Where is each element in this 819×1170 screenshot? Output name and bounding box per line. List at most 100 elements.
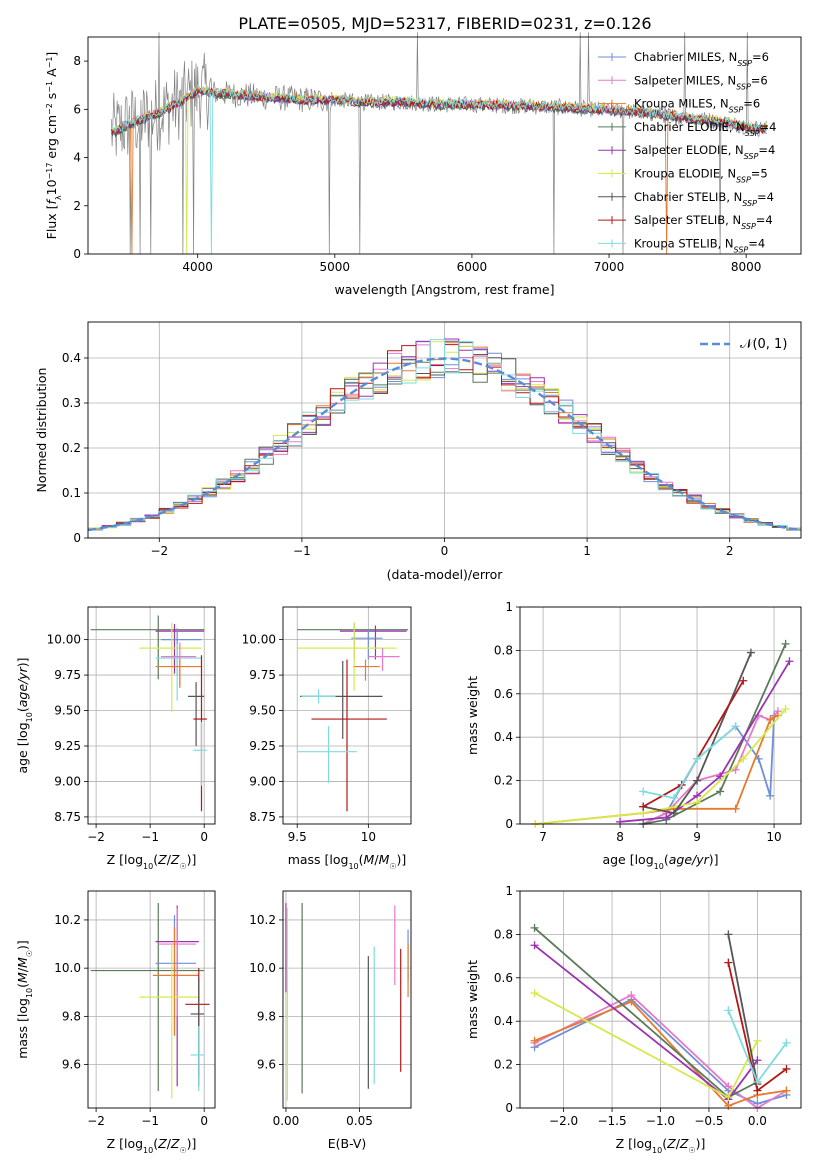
y-tick-label: 0.8 xyxy=(494,643,513,657)
error-bar-point xyxy=(155,624,205,674)
data-point-marker xyxy=(530,941,539,950)
y-axis-label: Flux [fλ10−17 erg cm−2 s−1 A−1] xyxy=(44,52,63,240)
data-point-marker xyxy=(753,1056,762,1065)
histogram-kroupa_stelib xyxy=(88,339,801,531)
y-axis-label: mass weight xyxy=(465,960,480,1039)
y-tick-label: 0.2 xyxy=(494,1058,513,1072)
axes-frame xyxy=(519,606,802,825)
y-tick-label: 9.75 xyxy=(54,668,81,682)
y-tick-label: 0 xyxy=(505,817,513,831)
error-bar-point xyxy=(190,1026,205,1092)
x-tick-label: 8000 xyxy=(731,260,762,274)
data-point-marker xyxy=(669,809,678,818)
y-tick-label: 0.6 xyxy=(494,971,513,985)
x-tick-label: −0.5 xyxy=(694,1114,723,1128)
error-bar-point xyxy=(160,628,202,676)
y-tick-label: 0.1 xyxy=(62,486,81,500)
y-tick-label: 0 xyxy=(505,1101,513,1115)
y-tick-label: 8 xyxy=(73,54,81,68)
axes-frame xyxy=(282,606,412,825)
x-tick-label: 9.5 xyxy=(288,830,307,844)
x-tick-label: −1.0 xyxy=(646,1114,675,1128)
data-point-marker xyxy=(781,704,790,713)
y-tick-label: 0.8 xyxy=(494,927,513,941)
x-tick-label: −1 xyxy=(141,1114,159,1128)
x-tick-label: −2 xyxy=(87,830,105,844)
data-point-marker xyxy=(724,958,733,967)
y-axis-label: Normed distribution xyxy=(34,368,49,493)
data-point-marker xyxy=(731,722,740,731)
x-tick-label: −2 xyxy=(150,544,168,558)
series-line xyxy=(642,715,775,825)
mass-weight-vs-age-panel: 7 8 9 10 0 0.2 0.4 0.6 0.8 1 mass weight age [log10… xyxy=(465,600,802,871)
x-tick-label: 2 xyxy=(726,544,734,558)
error-bar-point xyxy=(193,655,207,812)
y-tick-label: 8.75 xyxy=(54,810,81,824)
series-salpeter_elodie xyxy=(616,657,794,826)
y-tick-label: 0.2 xyxy=(494,774,513,788)
data-point-marker xyxy=(530,923,539,932)
series-kroupa_stelib xyxy=(639,722,740,802)
x-tick-label: −2 xyxy=(87,1114,105,1128)
axes-frame xyxy=(282,890,412,1109)
residuals-panel: −2 −1 0 1 2 0 0.1 0.2 0.3 0.4 𝒩(0, 1) (data-model)/… xyxy=(34,321,802,582)
data-point-marker xyxy=(639,802,648,811)
data-point-marker xyxy=(781,639,790,648)
axes-frame xyxy=(87,321,802,539)
data-point-marker xyxy=(724,1006,733,1015)
x-tick-label: 8 xyxy=(616,830,624,844)
data-point-marker xyxy=(753,1086,762,1095)
legend-label: Chabrier STELIB, NSSP=4 xyxy=(634,190,774,208)
mass-vs-ebv-panel: 0.00 0.05 9.6 9.8 10.0 10.2 E(B-V) xyxy=(249,890,412,1151)
data-point-marker xyxy=(616,817,625,826)
y-tick-label: 0.4 xyxy=(494,1014,513,1028)
y-axis-label: mass weight xyxy=(465,676,480,755)
axes-frame xyxy=(87,36,802,255)
age-vs-metallicity-panel: −2 −1 0 8.75 9.00 9.25 9.50 9.75 10.00 Z [log10(Z… xyxy=(15,606,216,871)
legend-label: 𝒩(0, 1) xyxy=(740,337,787,352)
error-bar-point xyxy=(311,659,387,812)
y-tick-label: 9.00 xyxy=(54,774,81,788)
x-tick-label: 0 xyxy=(441,544,449,558)
y-tick-label: 1 xyxy=(505,884,513,898)
error-bar-point xyxy=(301,689,336,704)
mass-vs-metallicity-panel: −2 −1 0 9.6 9.8 10.0 10.2 Z [log10(Z/Z☉)] mass [… xyxy=(15,890,216,1155)
model-spectrum-kroupa_stelib xyxy=(110,84,768,255)
error-bar-point xyxy=(339,625,407,660)
y-tick-label: 9.6 xyxy=(257,1058,276,1072)
mass-weight-vs-metallicity-panel: −2.0 −1.5 −1.0 −0.5 0.0 0 0.2 0.4 0.6 0.8 1 mass we… xyxy=(465,884,802,1155)
y-tick-label: 8.75 xyxy=(249,810,276,824)
series-salpeter_stelib xyxy=(724,958,791,1095)
data-point-marker xyxy=(724,1093,733,1102)
error-bar-point xyxy=(160,642,197,686)
y-tick-label: 9.50 xyxy=(249,704,276,718)
y-axis-label: age [log10(age/yr)] xyxy=(15,657,34,773)
series-line xyxy=(727,934,759,1085)
series-line xyxy=(535,714,779,825)
legend-label: Salpeter ELODIE, NSSP=4 xyxy=(634,143,775,161)
y-tick-label: 0.4 xyxy=(494,730,513,744)
y-tick-label: 10.0 xyxy=(54,961,81,975)
legend-label: Salpeter MILES, NSSP=6 xyxy=(634,73,768,91)
spectrum-panel: 4000 5000 6000 7000 8000 0 2 4 6 8 wavelength [Ang… xyxy=(44,32,802,297)
data-point-marker xyxy=(724,930,733,939)
legend-label: Salpeter STELIB, NSSP=4 xyxy=(634,213,773,231)
data-point-marker xyxy=(766,715,775,724)
x-axis-label: wavelength [Angstrom, rest frame] xyxy=(334,282,554,297)
x-tick-label: 7000 xyxy=(594,260,625,274)
x-axis-label: Z [log10(Z/Z☉)] xyxy=(616,1136,706,1155)
axes-frame xyxy=(87,606,216,825)
x-tick-label: 0.05 xyxy=(346,1114,373,1128)
axes-frame xyxy=(519,890,802,1109)
data-point-marker xyxy=(739,754,748,763)
data-point-marker xyxy=(782,1038,791,1047)
data-point-marker xyxy=(754,754,763,763)
data-point-marker xyxy=(639,787,648,796)
x-axis-label: Z [log10(Z/Z☉)] xyxy=(107,852,197,871)
data-point-marker xyxy=(669,793,678,802)
data-point-marker xyxy=(753,1077,762,1086)
x-tick-label: −1.5 xyxy=(597,1114,626,1128)
normal-distribution-curve xyxy=(87,357,802,532)
x-tick-label: 0.00 xyxy=(273,1114,300,1128)
